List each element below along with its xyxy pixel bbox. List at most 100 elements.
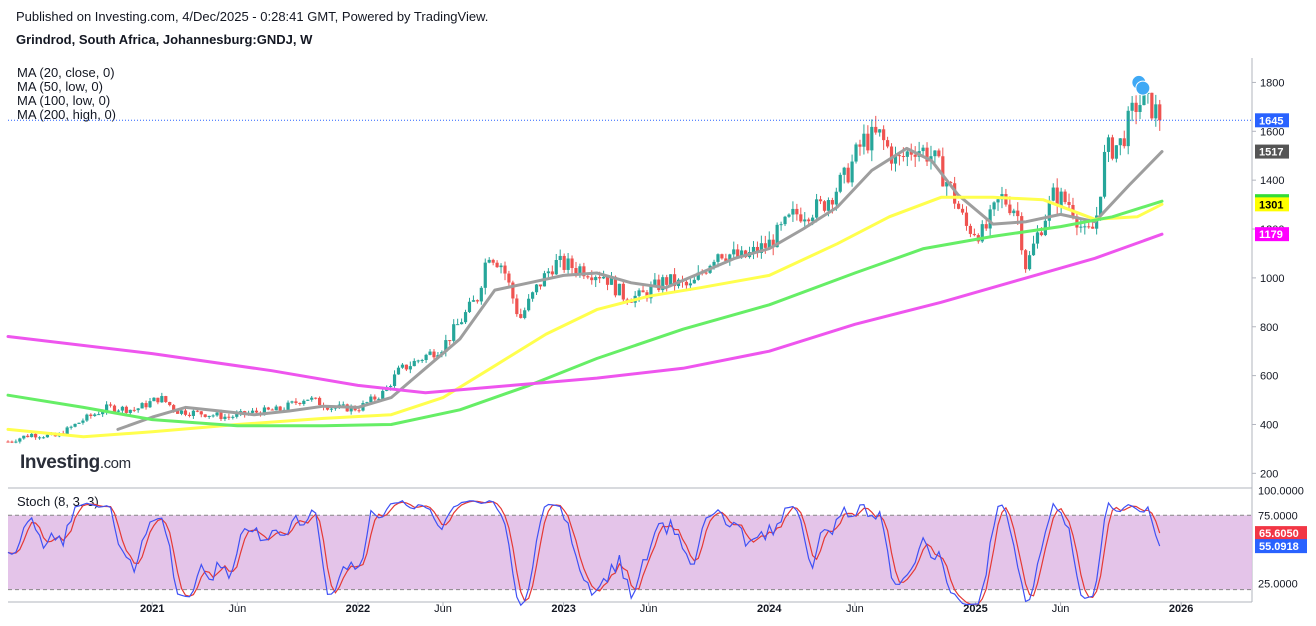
candle-up [459, 322, 464, 325]
candle-up [160, 396, 164, 403]
candle-up [988, 209, 992, 229]
candle-down [325, 407, 330, 410]
candle-down [964, 212, 969, 226]
legend-ma50[interactable]: MA (50, low, 0) [17, 79, 103, 94]
candle-up [530, 292, 535, 299]
symbol-title: Grindrod, South Africa, Johannesburg:GND… [16, 32, 313, 47]
candle-up [783, 216, 787, 225]
stoch-y-tick-label: 25.0000 [1258, 578, 1298, 590]
candle-down [475, 300, 479, 302]
candle-down [672, 274, 677, 287]
candle-down [901, 156, 905, 158]
y-tick-label: 800 [1260, 322, 1278, 334]
candle-up [716, 254, 720, 262]
candle-down [318, 397, 322, 406]
candle-down [909, 151, 913, 155]
candle-up [1079, 226, 1083, 228]
candle-down [1122, 138, 1126, 147]
candle-down [124, 406, 128, 413]
candle-down [314, 397, 318, 399]
stoch-d-line [7, 500, 1161, 605]
candle-down [925, 147, 929, 162]
candle-up [637, 290, 641, 296]
candle-down [874, 126, 878, 133]
candle-up [1035, 232, 1040, 244]
candle-up [396, 367, 401, 375]
candle-down [799, 214, 803, 222]
candle-down [582, 266, 586, 277]
candle-up [128, 409, 132, 413]
candle-up [18, 438, 22, 442]
candle-down [538, 284, 543, 287]
candle-down [219, 412, 223, 419]
legend-ma200[interactable]: MA (200, high, 0) [17, 107, 116, 122]
event-marker-icon[interactable] [1135, 80, 1151, 96]
candle-up [834, 191, 838, 205]
candle-up [1154, 104, 1158, 119]
candle-up [862, 133, 866, 147]
candle-down [913, 154, 917, 157]
candle-down [254, 410, 259, 413]
candle-up [878, 129, 882, 133]
candle-down [26, 435, 30, 438]
candle-down [657, 279, 661, 291]
candle-up [728, 254, 732, 262]
candle-up [191, 410, 195, 416]
candle-down [897, 155, 902, 157]
candle-up [803, 219, 807, 222]
candle-up [653, 279, 657, 286]
candle-down [937, 150, 941, 157]
candle-down [491, 259, 495, 263]
candle-up [424, 354, 428, 361]
legend-ma100[interactable]: MA (100, low, 0) [17, 93, 111, 108]
stoch-legend[interactable]: Stoch (8, 3, 3) [17, 494, 99, 509]
candle-up [152, 397, 156, 402]
candle-up [400, 364, 405, 368]
candle-down [1063, 191, 1067, 203]
candle-up [456, 324, 460, 326]
candle-down [755, 246, 760, 253]
candle-down [562, 255, 566, 270]
ma-line-4 [6, 232, 1164, 395]
candle-down [953, 183, 957, 204]
candle-up [767, 239, 771, 248]
candle-down [586, 276, 590, 278]
candle-down [795, 208, 799, 215]
candle-down [495, 262, 499, 268]
candle-up [992, 202, 996, 210]
candle-up [566, 258, 570, 270]
candle-up [45, 434, 50, 438]
candle-up [65, 427, 69, 436]
legend-ma20[interactable]: MA (20, close, 0) [17, 65, 115, 80]
candle-down [227, 416, 231, 418]
candle-down [605, 276, 610, 285]
candle-up [416, 360, 420, 362]
candle-up [594, 277, 598, 281]
candle-up [365, 402, 369, 404]
candle-up [814, 199, 819, 218]
candle-up [369, 396, 373, 403]
candle-down [176, 410, 180, 414]
candle-up [471, 300, 476, 302]
ma-line-1 [116, 146, 1164, 431]
price-tag [1255, 197, 1289, 212]
candle-down [720, 254, 724, 259]
price-tag [1255, 113, 1289, 128]
candle-up [945, 181, 949, 187]
candle-up [37, 437, 42, 439]
candle-up [333, 407, 337, 409]
candle-down [941, 156, 945, 187]
candle-down [665, 277, 669, 285]
candle-up [649, 285, 653, 299]
candle-down [1039, 232, 1044, 236]
candle-down [960, 208, 965, 213]
candle-down [968, 225, 973, 234]
candle-up [1126, 110, 1130, 147]
candle-up [787, 214, 791, 217]
candle-up [617, 283, 621, 296]
candle-down [1087, 226, 1091, 228]
candle-down [807, 219, 811, 222]
candle-down [1150, 92, 1154, 119]
candle-up [329, 408, 334, 410]
